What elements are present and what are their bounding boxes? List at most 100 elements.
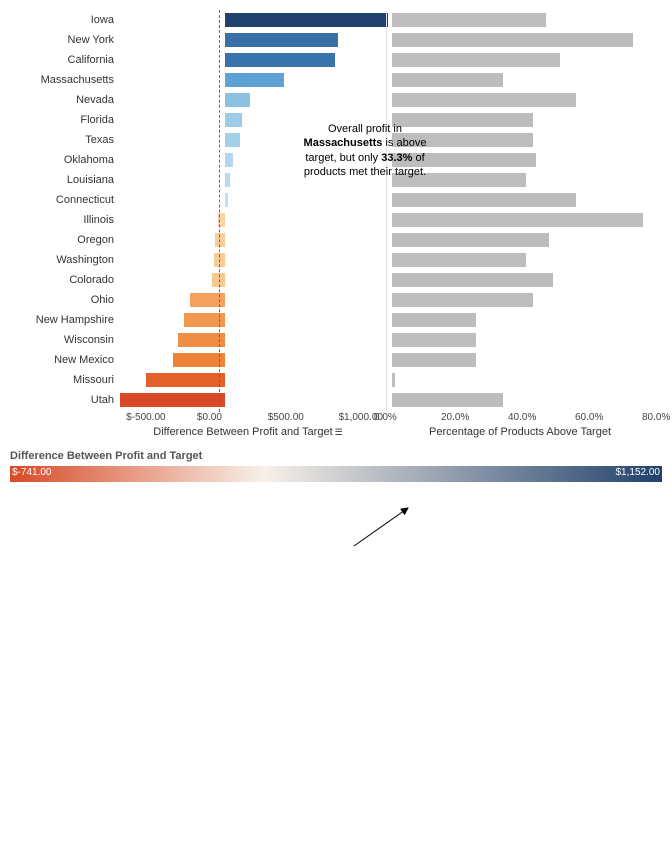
diff-cell (120, 193, 388, 207)
pct-bar (392, 93, 576, 107)
diff-bar (215, 233, 225, 247)
pct-cell (392, 293, 660, 307)
diff-cell (120, 293, 388, 307)
diff-bar (173, 353, 225, 367)
state-label: New Mexico (10, 354, 120, 366)
legend-title: Difference Between Profit and Target (10, 450, 662, 462)
state-label: Louisiana (10, 174, 120, 186)
diff-cell (120, 393, 388, 407)
state-label: Ohio (10, 294, 120, 306)
sort-descending-icon: ☰ (335, 427, 343, 438)
diff-bar (146, 373, 225, 387)
state-label: Wisconsin (10, 334, 120, 346)
state-label: Texas (10, 134, 120, 146)
pct-cell (392, 73, 660, 87)
diff-bar (225, 73, 284, 87)
diff-cell (120, 313, 388, 327)
legend-max-label: $1,152.00 (616, 467, 661, 478)
pct-cell (392, 153, 660, 167)
legend-gradient: $-741.00 $1,152.00 (10, 466, 662, 482)
diff-cell (120, 233, 388, 247)
state-label: Iowa (10, 14, 120, 26)
state-label: New York (10, 34, 120, 46)
tick-label: $-500.00 (126, 412, 165, 423)
data-row: Iowa (10, 10, 662, 30)
diff-bar (225, 93, 250, 107)
pct-cell (392, 13, 660, 27)
left-x-axis-ticks: $-500.00$0.00$500.00$1,000.00 (114, 412, 382, 424)
state-label: Nevada (10, 94, 120, 106)
pct-bar (392, 213, 643, 227)
pct-bar (392, 53, 560, 67)
tick-label: 40.0% (508, 412, 536, 423)
data-row: Colorado (10, 270, 662, 290)
state-label: Utah (10, 394, 120, 406)
data-row: Washington (10, 250, 662, 270)
left-x-axis-title: Difference Between Profit and Target☰ (114, 424, 382, 438)
diff-cell (120, 33, 388, 47)
state-label: Oregon (10, 234, 120, 246)
right-x-axis-ticks: 0.0%20.0%40.0%60.0%80.0% (386, 412, 654, 424)
rows-container: Iowa New York California Massachusetts Nevad… (10, 10, 662, 410)
diff-cell (120, 93, 388, 107)
diff-bar (120, 393, 225, 407)
data-row: Massachusetts (10, 70, 662, 90)
pct-cell (392, 173, 660, 187)
diff-bar (225, 113, 242, 127)
state-label: New Hampshire (10, 314, 120, 326)
tick-label: 80.0% (642, 412, 670, 423)
pct-bar (392, 373, 395, 387)
data-row: Illinois (10, 210, 662, 230)
pct-bar (392, 273, 553, 287)
pct-cell (392, 33, 660, 47)
pct-cell (392, 113, 660, 127)
diff-cell (120, 353, 388, 367)
diff-bar (225, 33, 338, 47)
pct-bar (392, 33, 633, 47)
pct-cell (392, 273, 660, 287)
data-row: California (10, 50, 662, 70)
pct-bar (392, 253, 526, 267)
tick-label: 20.0% (441, 412, 469, 423)
pct-bar (392, 333, 476, 347)
tick-label: 0.0% (374, 412, 397, 423)
pct-cell (392, 213, 660, 227)
data-row: Wisconsin (10, 330, 662, 350)
diff-cell (120, 73, 388, 87)
diff-cell (120, 253, 388, 267)
diff-bar (225, 13, 388, 27)
state-label: Massachusetts (10, 74, 120, 86)
pct-cell (392, 53, 660, 67)
legend-min-label: $-741.00 (12, 467, 51, 478)
data-row: Utah (10, 390, 662, 410)
pct-cell (392, 373, 660, 387)
state-label: Connecticut (10, 194, 120, 206)
state-label: Illinois (10, 214, 120, 226)
pct-cell (392, 133, 660, 147)
pct-cell (392, 253, 660, 267)
pct-cell (392, 93, 660, 107)
pct-bar (392, 293, 533, 307)
tick-label: 60.0% (575, 412, 603, 423)
diff-cell (120, 213, 388, 227)
right-x-axis-title: Percentage of Products Above Target (386, 424, 654, 438)
diff-bar (225, 53, 335, 67)
state-label: Colorado (10, 274, 120, 286)
pct-cell (392, 313, 660, 327)
pct-cell (392, 353, 660, 367)
state-label: Oklahoma (10, 154, 120, 166)
diff-cell (120, 13, 388, 27)
diff-bar (178, 333, 225, 347)
pct-cell (392, 333, 660, 347)
data-row: Nevada (10, 90, 662, 110)
pct-bar (392, 233, 549, 247)
pct-bar (392, 193, 576, 207)
diff-cell (120, 53, 388, 67)
diff-bar (225, 193, 228, 207)
diff-bar (225, 133, 241, 147)
state-label: California (10, 54, 120, 66)
tick-label: $0.00 (197, 412, 222, 423)
zero-axis-line (219, 10, 220, 412)
data-row: Oregon (10, 230, 662, 250)
diff-cell (120, 333, 388, 347)
